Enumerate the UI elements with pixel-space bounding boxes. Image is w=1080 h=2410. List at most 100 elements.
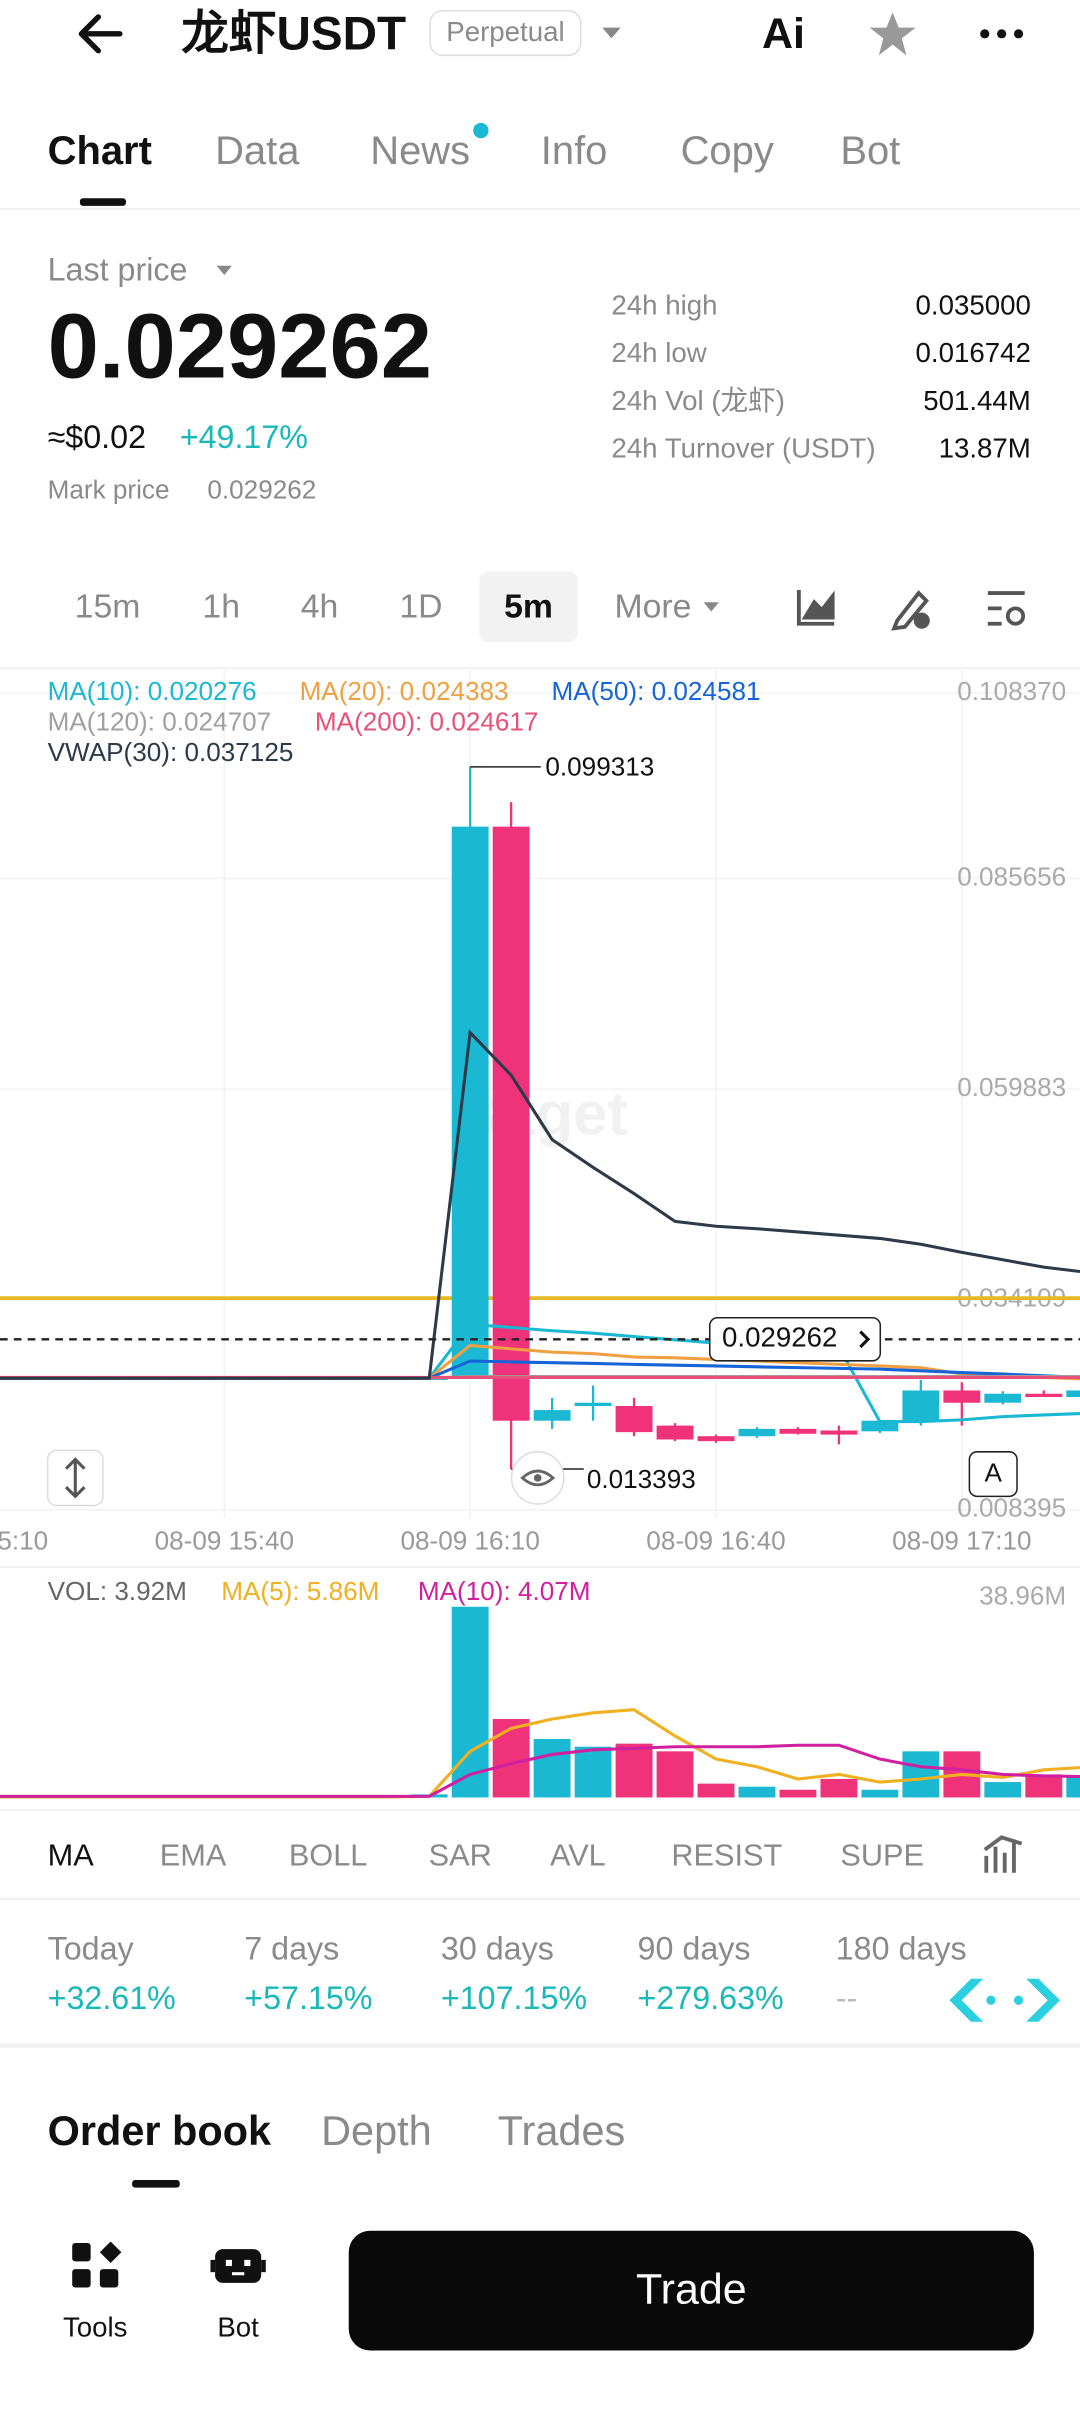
footer-label[interactable]: Tools [63,2311,128,2342]
last-price: 0.029262 [48,295,432,398]
last-price-label[interactable]: Last price [48,251,188,287]
candle-body [738,1428,776,1437]
period-change: +279.63% [638,1980,784,2016]
book-tab[interactable]: Depth [321,2107,432,2154]
period-change: +57.15% [244,1980,372,2016]
candle-body [574,1402,612,1406]
tab[interactable]: Chart [48,129,152,173]
favorite-star[interactable] [869,12,916,56]
dropdown-caret[interactable] [602,27,621,39]
period-change: -- [836,1980,857,2016]
scale-icon [64,1457,86,1499]
eye-icon [520,1469,556,1487]
volume-bar [451,1606,489,1798]
indicator[interactable]: MA [48,1837,95,1872]
tab-underline [79,198,126,206]
period: 90 days [638,1931,751,1967]
mark-price-label: Mark price [48,475,170,505]
volume-bar [492,1719,530,1798]
indicator[interactable]: BOLL [289,1837,368,1872]
candle-body [820,1430,858,1435]
indicator[interactable]: AVL [550,1837,606,1872]
volume-bar [1066,1777,1080,1798]
interval[interactable]: 4h [301,587,339,625]
tab[interactable]: News [370,129,470,173]
interval[interactable]: 5m [504,587,553,625]
mark-price: 0.029262 [207,475,316,505]
last-price-tag [708,1317,882,1362]
indicator-settings[interactable] [983,1835,1023,1873]
stat-label: 24h high [611,290,717,321]
footer-label[interactable]: Bot [217,2311,259,2342]
book-tab[interactable]: Trades [498,2107,626,2154]
stat-label: 24h Turnover (USDT) [611,432,875,463]
volume-bar [697,1783,735,1798]
last-price-tag-label: 0.029262 [722,1322,837,1353]
tools-icon[interactable] [72,2241,122,2288]
stat-value: 0.016742 [916,337,1031,368]
candle-body [984,1393,1022,1403]
stat-value: 0.035000 [916,290,1031,321]
candle-body [656,1425,694,1440]
legend-entry: MA(5): 5.86M [221,1576,379,1606]
interval[interactable]: 1D [399,587,442,625]
y-tick-label: 0.059883 [957,1072,1066,1102]
high-annotation: 0.099313 [545,751,654,781]
stat-value: 13.87M [939,432,1031,463]
legend-entry: MA(20): 0.024383 [300,676,509,706]
period: 180 days [836,1931,967,1967]
y-tick-label: 0.085656 [957,861,1066,891]
x-tick-label: 08-09 17:10 [892,1525,1031,1555]
y-tick-label: 0.108370 [957,676,1066,706]
indicator[interactable]: SAR [429,1837,492,1872]
candle-body [533,1410,571,1421]
news-dot [473,122,489,139]
ai-button[interactable]: Ai [762,10,805,58]
tab[interactable]: Copy [681,129,774,173]
indicator[interactable]: SUPE [840,1837,924,1872]
tab[interactable]: Data [215,129,300,173]
volume-bar [902,1751,940,1798]
tab[interactable]: Bot [840,129,900,173]
volume-bar [656,1751,694,1798]
book-tab[interactable]: Order book [48,2107,272,2154]
indicator[interactable]: RESIST [671,1837,782,1872]
candle-body [1025,1393,1063,1398]
stat-value: 501.44M [923,385,1031,416]
candle-body [902,1390,940,1421]
tab[interactable]: Info [541,129,608,173]
legend-entry: MA(10): 0.020276 [48,676,257,706]
stat-label: 24h Vol (龙虾) [611,385,785,416]
candle-body [861,1420,899,1432]
more-menu[interactable] [980,29,1024,39]
low-annotation: 0.013393 [587,1464,696,1494]
candle-body [451,826,489,1379]
period: 30 days [441,1931,554,1967]
interval[interactable]: 15m [75,587,141,625]
section-divider [0,2043,1080,2048]
interval[interactable]: 1h [202,587,240,625]
back-button[interactable] [78,14,123,54]
trade-label: Trade [636,2266,747,2314]
period: 7 days [244,1931,339,1967]
candle-body [1066,1390,1080,1398]
chart-type-icon[interactable] [796,589,835,626]
pair-title: 龙虾USDT [181,7,406,60]
candle-body [615,1405,653,1433]
candle-body [492,826,530,1421]
settings-icon[interactable] [987,591,1026,626]
stat-label: 24h low [611,337,707,368]
candle-body [943,1390,981,1403]
interval[interactable]: More [615,587,692,625]
legend-entry: MA(200): 0.024617 [315,706,539,736]
indicator[interactable]: EMA [160,1837,227,1872]
auto-button[interactable] [968,1451,1018,1498]
brand-badge[interactable] [949,1978,1061,2022]
x-tick-label: 08-09 16:40 [646,1525,785,1555]
book-tab-underline [132,2179,180,2188]
chart-layer: Bitget0.1083700.0856560.0598830.0341090.… [0,669,1080,1799]
trade-button[interactable] [348,2230,1034,2351]
volume-bar [574,1746,612,1798]
bot-icon[interactable] [210,2249,266,2283]
draw-icon[interactable] [891,590,930,631]
